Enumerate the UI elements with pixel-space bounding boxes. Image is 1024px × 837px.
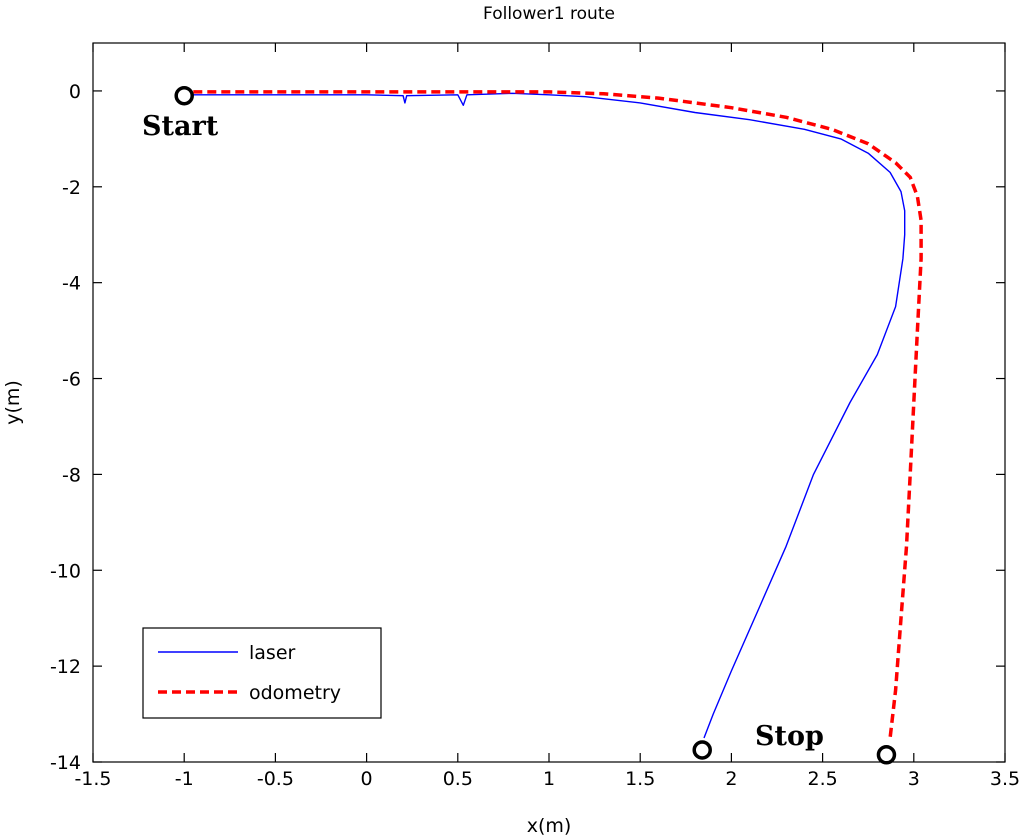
stop-annotation: Stop — [755, 721, 824, 752]
series-layer — [193, 90, 923, 739]
y-tick-label: -4 — [62, 273, 81, 295]
x-tick-label: -0.5 — [257, 768, 294, 790]
x-tick-label: 3.5 — [990, 768, 1020, 790]
x-tick-label: 1.5 — [625, 768, 655, 790]
x-tick-label: -1 — [175, 768, 194, 790]
x-tick-label: 0.5 — [443, 768, 473, 790]
series-line-laser — [193, 92, 906, 739]
series-line-odometry — [193, 90, 923, 739]
y-tick-label: 0 — [69, 81, 81, 103]
x-tick-label: 3 — [908, 768, 920, 790]
y-axis-ticks: 0 -2 -4 -6 -8 -10 -12 -14 — [50, 81, 1005, 774]
legend-label-odometry: odometry — [249, 682, 341, 704]
y-tick-label: -6 — [62, 369, 81, 391]
y-tick-label: -10 — [50, 560, 81, 582]
chart-title: Follower1 route — [483, 4, 615, 24]
x-tick-label: 2 — [725, 768, 737, 790]
y-axis-label: y(m) — [2, 380, 24, 425]
start-annotation: Start — [142, 111, 219, 142]
y-tick-label: -14 — [50, 752, 81, 774]
x-axis-ticks: -1.5 -1 -0.5 0 0.5 1 1.5 2 2.5 3 3.5 — [74, 43, 1020, 790]
legend-label-laser: laser — [249, 642, 296, 664]
x-axis-label: x(m) — [527, 815, 572, 837]
x-tick-label: 2.5 — [807, 768, 837, 790]
y-tick-label: -12 — [50, 656, 81, 678]
start-marker — [174, 85, 194, 106]
x-tick-label: 0 — [361, 768, 373, 790]
legend-box — [142, 627, 382, 719]
x-tick-label: -1.5 — [74, 768, 111, 790]
stop-marker — [692, 740, 712, 760]
y-tick-label: -8 — [62, 464, 81, 486]
marker-layer — [174, 85, 897, 765]
y-tick-label: -2 — [62, 177, 81, 199]
x-tick-label: 1 — [543, 768, 555, 790]
legend: laser odometry — [142, 627, 382, 719]
stop-marker — [876, 745, 897, 765]
